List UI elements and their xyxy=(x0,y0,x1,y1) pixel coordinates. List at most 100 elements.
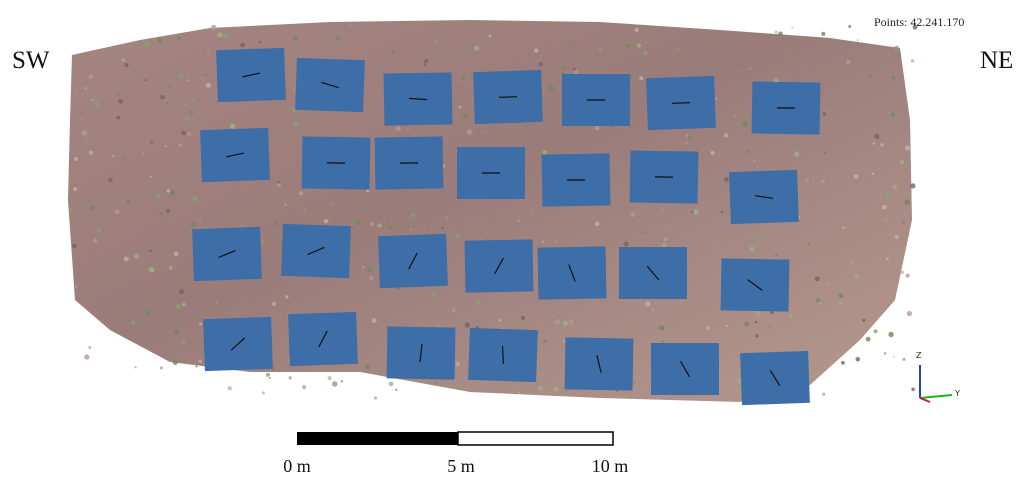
image-frame xyxy=(619,247,687,299)
speckle xyxy=(911,388,915,392)
image-frame xyxy=(200,128,270,182)
scale-label: 0 m xyxy=(283,456,311,476)
speckle xyxy=(905,145,910,150)
speckle xyxy=(839,302,842,305)
speckle xyxy=(456,362,460,366)
speckle xyxy=(542,241,544,243)
speckle xyxy=(207,52,209,54)
speckle xyxy=(127,200,129,202)
speckle xyxy=(911,59,914,62)
speckle xyxy=(230,124,235,129)
speckle xyxy=(842,226,845,229)
speckle xyxy=(815,276,820,281)
speckle xyxy=(174,251,179,256)
speckle xyxy=(644,386,646,388)
speckle xyxy=(389,382,394,387)
speckle xyxy=(410,228,412,230)
speckle xyxy=(823,112,826,115)
speckle xyxy=(661,208,665,212)
speckle xyxy=(645,301,650,306)
speckle xyxy=(549,86,554,91)
speckle xyxy=(75,92,77,94)
speckle xyxy=(167,102,169,104)
speckle xyxy=(886,257,889,260)
speckle xyxy=(756,313,761,318)
speckle xyxy=(662,341,664,343)
speckle xyxy=(190,222,195,227)
speckle xyxy=(685,142,687,144)
speckle xyxy=(633,382,635,384)
speckle xyxy=(892,76,896,80)
speckle xyxy=(811,206,815,210)
image-frame xyxy=(378,234,448,288)
speckle xyxy=(424,63,427,66)
speckle xyxy=(755,334,758,337)
speckle xyxy=(190,110,194,114)
speckle xyxy=(192,196,197,201)
speckle xyxy=(862,319,865,322)
speckle xyxy=(237,200,239,202)
speckle xyxy=(184,103,187,106)
speckle xyxy=(749,68,751,70)
speckle xyxy=(485,132,487,134)
speckle xyxy=(187,79,189,81)
speckle xyxy=(131,321,135,325)
speckle xyxy=(174,330,179,335)
speckle xyxy=(289,376,292,379)
speckle xyxy=(199,323,202,326)
speckle xyxy=(677,47,679,49)
speckle xyxy=(115,209,120,214)
image-frame xyxy=(468,328,538,382)
speckle xyxy=(637,43,641,47)
speckle xyxy=(142,152,144,154)
speckle xyxy=(775,254,777,256)
speckle xyxy=(476,300,481,305)
speckle xyxy=(895,235,899,239)
speckle xyxy=(279,316,281,318)
speckle xyxy=(856,357,861,362)
speckle xyxy=(885,220,887,222)
image-frame xyxy=(473,70,543,124)
speckle xyxy=(474,46,479,51)
speckle xyxy=(82,130,88,136)
speckle xyxy=(802,241,805,244)
speckle xyxy=(88,346,91,349)
speckle xyxy=(380,345,384,349)
speckle xyxy=(187,132,191,136)
speckle xyxy=(122,58,126,62)
speckle xyxy=(824,152,827,155)
speckle xyxy=(173,360,178,365)
speckle xyxy=(902,221,905,224)
speckle xyxy=(285,204,287,206)
speckle xyxy=(518,391,520,393)
speckle xyxy=(150,176,152,178)
speckle xyxy=(693,209,698,214)
speckle xyxy=(494,220,496,222)
x-axis xyxy=(920,398,930,402)
speckle xyxy=(821,180,825,184)
speckle xyxy=(285,295,288,298)
speckle xyxy=(631,329,636,334)
speckle xyxy=(892,185,897,190)
speckle xyxy=(573,68,576,71)
speckle xyxy=(534,49,538,53)
speckle xyxy=(179,289,184,294)
speckle xyxy=(874,134,879,139)
speckle xyxy=(145,79,147,81)
speckle xyxy=(94,102,99,107)
image-frame xyxy=(542,153,611,206)
speckle xyxy=(170,190,175,195)
speckle xyxy=(866,337,871,342)
speckle xyxy=(239,225,242,228)
speckle xyxy=(324,219,328,223)
speckle xyxy=(341,380,343,382)
speckle xyxy=(395,389,397,391)
speckle xyxy=(643,51,648,56)
image-frame xyxy=(565,337,634,390)
image-frame xyxy=(465,239,534,292)
viewer: SW NE Points: 42.241.170 0 m 5 m 10 m Z … xyxy=(0,0,1024,478)
speckle xyxy=(872,266,874,268)
speckle xyxy=(244,297,246,299)
speckle xyxy=(775,31,778,34)
speckle xyxy=(372,318,377,323)
